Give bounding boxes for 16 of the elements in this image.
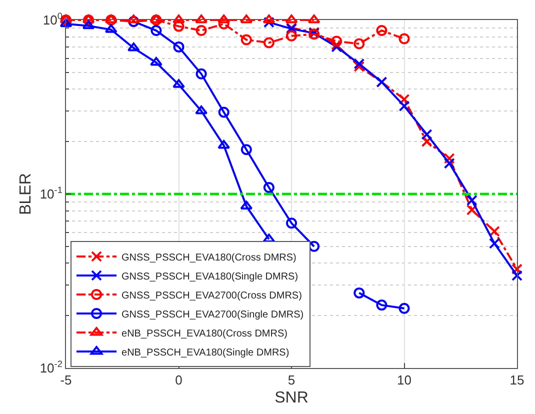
x-tick-label: -5	[60, 372, 72, 388]
x-tick-label: 5	[288, 372, 296, 388]
legend-label: GNSS_PSSCH_EVA180(Cross DMRS)	[122, 252, 296, 264]
x-tick-label: 10	[397, 372, 412, 388]
y-tick-label: 10$^{-2}$	[40, 359, 62, 376]
x-tick-label: 15	[510, 372, 524, 388]
legend-label: GNSS_PSSCH_EVA2700(Cross DMRS)	[122, 290, 302, 302]
legend-label: eNB_PSSCH_EVA180(Single DMRS)	[122, 347, 290, 358]
x-axis-title: SNR	[274, 389, 308, 406]
y-axis-title: BLER	[18, 173, 35, 215]
legend-label: GNSS_PSSCH_EVA2700(Single DMRS)	[122, 309, 304, 320]
legend-label: GNSS_PSSCH_EVA180(Single DMRS)	[122, 271, 298, 282]
legend-label: eNB_PSSCH_EVA180(Cross DMRS)	[122, 328, 288, 340]
y-tick-label: 10$^{0}$	[42, 11, 62, 28]
x-tick-label: 0	[175, 372, 182, 388]
y-tick-label: 10$^{-1}$	[40, 185, 62, 202]
